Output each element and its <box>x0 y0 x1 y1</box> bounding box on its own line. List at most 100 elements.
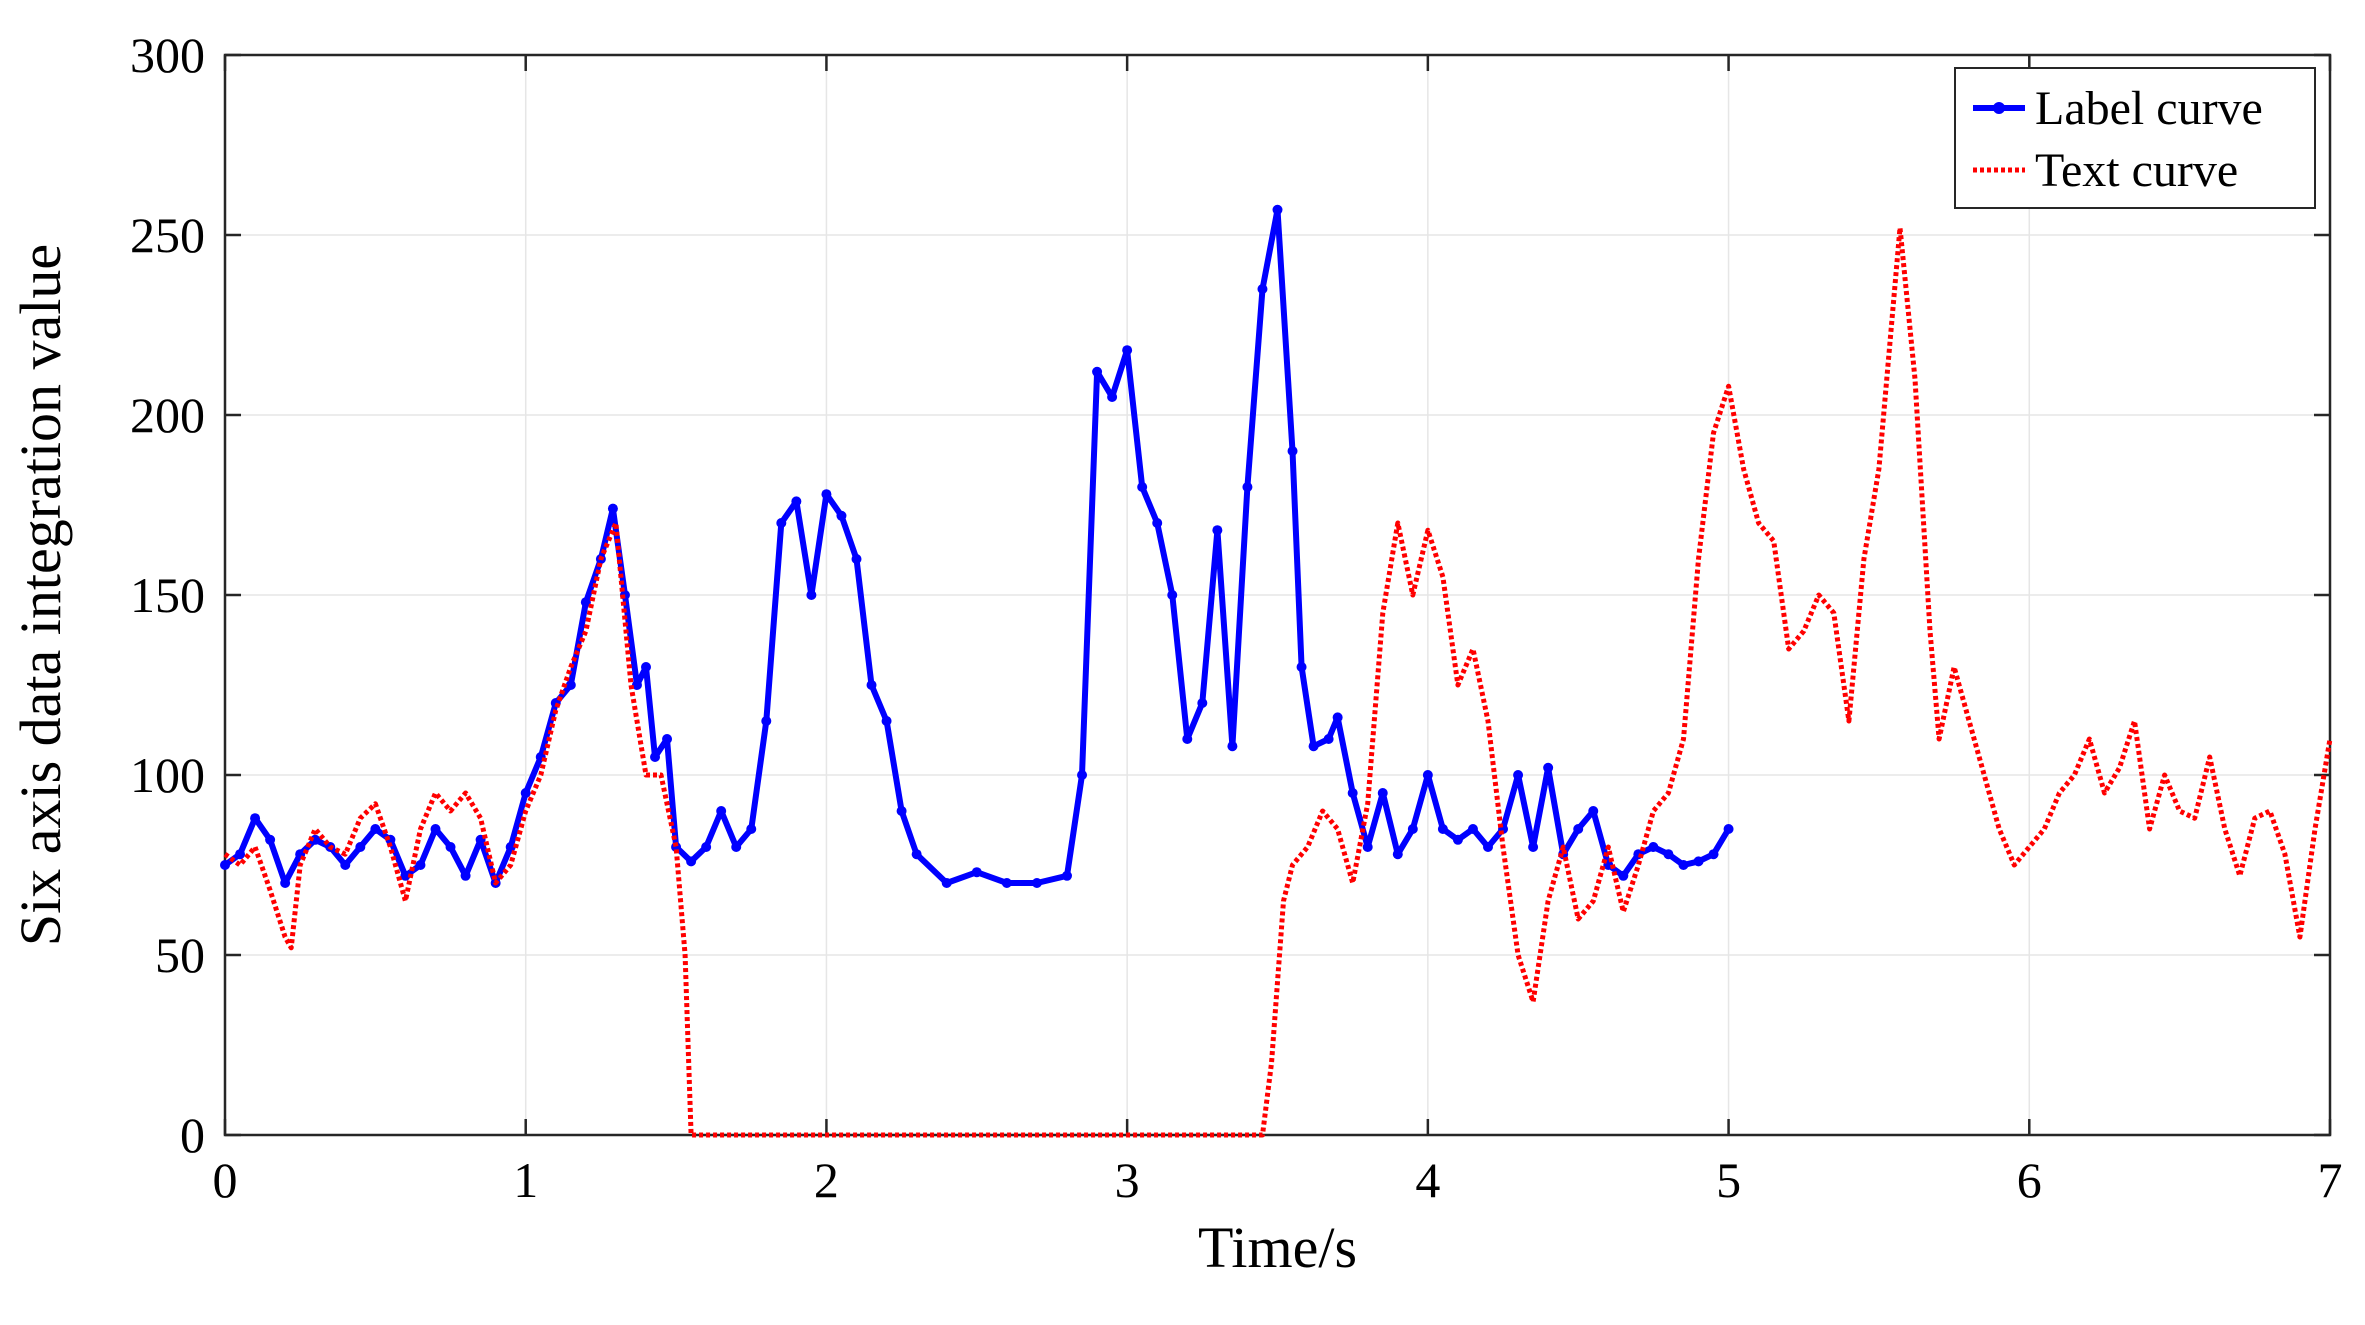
data-point <box>1723 824 1734 834</box>
x-tick-label: 5 <box>1716 1152 1741 1208</box>
x-axis-title: Time/s <box>1198 1215 1357 1280</box>
data-point <box>1167 590 1178 600</box>
data-point <box>806 590 817 600</box>
data-point <box>1062 870 1072 881</box>
data-point <box>1077 770 1088 780</box>
data-point <box>1197 698 1208 708</box>
data-point <box>881 716 892 726</box>
data-point <box>650 752 661 762</box>
data-point <box>851 554 862 564</box>
axis-ticks: 0 1 2 3 4 5 6 7 0 50 100 150 200 250 300 <box>130 27 2343 1208</box>
data-point <box>460 870 471 881</box>
data-point <box>415 860 426 870</box>
x-tick-label: 1 <box>513 1152 538 1208</box>
data-point <box>1663 849 1674 860</box>
x-tick-label: 3 <box>1115 1152 1140 1208</box>
data-point <box>941 878 952 888</box>
data-point <box>761 716 772 726</box>
data-point <box>731 842 742 852</box>
series-line-text-curve <box>223 225 2333 1138</box>
legend-entry-text-curve: Text curve <box>2035 144 2238 197</box>
data-point <box>1001 878 1012 888</box>
data-point <box>1287 446 1298 456</box>
data-point <box>265 834 276 845</box>
y-tick-label: 200 <box>130 387 205 443</box>
data-point <box>1272 204 1283 215</box>
data-point <box>280 878 291 888</box>
data-point <box>400 870 411 881</box>
data-point <box>1031 878 1042 888</box>
data-point <box>1362 842 1373 852</box>
y-tick-label: 250 <box>130 207 205 263</box>
data-point <box>662 734 673 744</box>
data-point <box>1347 788 1358 798</box>
data-point <box>701 842 712 852</box>
y-axis-title: Six axis data integration value <box>8 244 73 946</box>
data-point <box>505 842 516 852</box>
y-tick-label: 100 <box>130 747 205 803</box>
data-point <box>1513 770 1524 780</box>
data-point <box>1678 860 1689 870</box>
data-point <box>1452 834 1463 845</box>
data-point <box>1152 518 1163 528</box>
data-point <box>235 849 246 860</box>
x-tick-label: 6 <box>2017 1152 2042 1208</box>
data-point <box>370 824 381 834</box>
data-point <box>1122 345 1133 356</box>
data-point <box>1573 824 1584 834</box>
data-point <box>607 503 618 514</box>
data-point <box>1422 770 1433 780</box>
data-point <box>1377 788 1388 798</box>
data-point <box>1242 482 1253 492</box>
data-point <box>1092 366 1103 377</box>
data-point <box>1308 741 1319 752</box>
data-point <box>686 856 697 867</box>
legend-marker-label-curve <box>1993 102 2005 114</box>
data-point <box>1212 525 1223 536</box>
legend-box <box>1954 67 2316 209</box>
data-point <box>565 680 576 690</box>
data-point <box>1618 870 1629 881</box>
data-point <box>791 496 802 507</box>
data-point <box>355 842 366 852</box>
y-tick-label: 0 <box>180 1107 205 1163</box>
x-tick-label: 0 <box>213 1152 238 1208</box>
data-point <box>1528 842 1539 852</box>
data-point <box>1257 284 1268 294</box>
data-point <box>776 518 787 528</box>
x-tick-label: 7 <box>2318 1152 2343 1208</box>
data-point <box>1467 824 1478 834</box>
y-tick-label: 300 <box>130 27 205 83</box>
data-point <box>250 813 261 824</box>
data-point <box>580 597 591 608</box>
data-point <box>430 824 441 834</box>
data-point <box>1483 842 1493 852</box>
data-point <box>1332 712 1343 723</box>
legend: Label curve Text curve <box>1954 67 2316 209</box>
data-point <box>1296 662 1307 672</box>
data-point <box>1392 849 1403 860</box>
legend-entry-label-curve: Label curve <box>2035 82 2263 135</box>
data-point <box>445 842 456 852</box>
data-point <box>911 849 922 860</box>
data-point <box>716 806 727 816</box>
data-point <box>631 680 642 690</box>
data-point <box>1588 806 1599 816</box>
data-point <box>896 806 907 816</box>
data-point <box>340 860 351 870</box>
series-group <box>220 204 2333 1138</box>
series-markers-label-curve <box>220 204 1734 888</box>
x-tick-label: 4 <box>1415 1152 1440 1208</box>
y-tick-label: 50 <box>155 927 205 983</box>
y-tick-label: 150 <box>130 567 205 623</box>
data-point <box>220 860 230 870</box>
data-point <box>1107 392 1118 402</box>
data-point <box>520 788 531 798</box>
data-point <box>821 489 832 500</box>
data-point <box>1543 762 1554 773</box>
data-point <box>1437 824 1448 834</box>
data-point <box>1407 824 1418 834</box>
data-point <box>1323 734 1334 744</box>
